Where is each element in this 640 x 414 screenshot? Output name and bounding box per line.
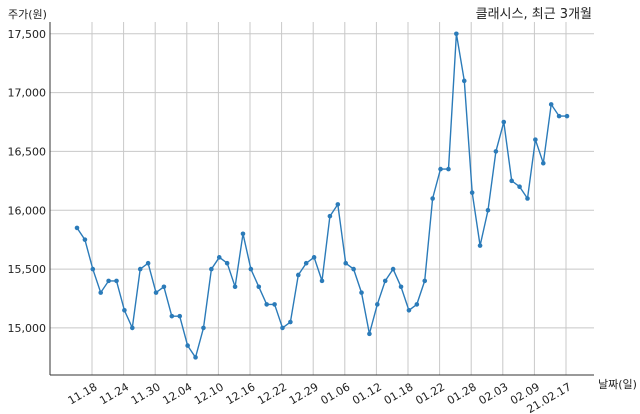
data-point: [74, 225, 80, 231]
data-point: [106, 278, 111, 284]
data-point: [224, 260, 230, 266]
data-point: [556, 113, 562, 119]
x-tick-label: 12.10: [192, 380, 226, 407]
data-point: [454, 31, 459, 37]
data-point: [343, 260, 349, 266]
data-point: [414, 302, 420, 307]
data-point: [161, 284, 167, 290]
x-tick-label: 01.28: [445, 380, 479, 407]
y-tick-label: 16,500: [8, 145, 47, 158]
data-point: [169, 313, 175, 319]
data-point: [209, 266, 214, 272]
y-tick-label: 16,000: [8, 204, 47, 217]
x-tick-label: 12.04: [161, 380, 195, 407]
data-point: [477, 243, 483, 248]
series-line: [76, 33, 567, 360]
x-tick-label: 01.22: [413, 380, 447, 407]
data-point: [422, 278, 428, 284]
data-point: [335, 202, 341, 207]
y-axis-label: 주가(원): [8, 8, 47, 21]
data-point: [548, 102, 554, 107]
data-point: [501, 119, 507, 125]
x-tick-label: 01.18: [382, 380, 416, 407]
data-point: [509, 178, 514, 184]
data-point: [303, 260, 309, 266]
data-point: [137, 266, 143, 272]
data-point: [232, 284, 238, 290]
y-tick-label: 17,500: [8, 28, 47, 41]
data-point: [201, 325, 206, 331]
data-point: [564, 113, 570, 119]
data-point: [295, 272, 301, 278]
x-tick-label: 12.22: [255, 380, 289, 407]
data-point: [382, 278, 388, 284]
x-tick-label: 11.30: [129, 380, 163, 407]
gridlines: [50, 22, 594, 375]
data-point: [398, 284, 404, 290]
data-point: [406, 307, 412, 313]
data-point: [469, 190, 475, 195]
x-tick-labels: 11.1811.2411.3012.0412.1012.1612.2212.29…: [66, 380, 574, 414]
data-point: [193, 355, 198, 360]
data-point: [264, 302, 269, 307]
data-point: [540, 160, 546, 166]
data-point: [375, 302, 380, 307]
data-point: [525, 196, 530, 201]
data-point: [256, 284, 262, 290]
x-tick-label: 01.12: [350, 380, 384, 407]
x-tick-label: 11.24: [97, 380, 131, 407]
x-tick-label: 02.03: [477, 380, 511, 407]
x-tick-label: 12.29: [287, 380, 321, 407]
data-point: [461, 78, 467, 84]
data-point: [216, 255, 222, 260]
data-point: [98, 290, 104, 295]
data-point: [351, 266, 356, 272]
data-point: [533, 137, 538, 142]
data-point: [446, 166, 451, 172]
data-point: [272, 302, 277, 307]
data-point: [367, 331, 372, 337]
data-point: [114, 278, 119, 284]
data-point: [185, 343, 190, 348]
y-tick-label: 15,500: [8, 263, 47, 276]
data-point: [359, 290, 364, 295]
data-point: [280, 325, 285, 331]
price-series: [74, 31, 570, 360]
data-point: [517, 184, 522, 190]
chart-title: 클래시스, 최근 3개월: [476, 7, 592, 22]
x-tick-label: 01.06: [319, 380, 353, 407]
x-axis-label: 날짜(일): [598, 377, 637, 391]
data-point: [90, 266, 96, 272]
data-point: [390, 266, 396, 272]
data-point: [438, 166, 443, 172]
data-point: [430, 196, 435, 201]
data-point: [485, 207, 491, 213]
data-point: [493, 149, 499, 154]
y-tick-label: 17,000: [8, 87, 47, 100]
data-point: [288, 319, 293, 325]
x-tick-label: 12.16: [224, 380, 258, 407]
data-point: [145, 260, 151, 266]
data-point: [130, 325, 135, 331]
data-point: [177, 313, 183, 319]
data-point: [82, 237, 88, 242]
data-point: [319, 278, 325, 284]
data-point: [153, 290, 159, 295]
x-tick-label: 11.18: [66, 380, 100, 407]
y-tick-labels: 15,000 15,500 16,000 16,500 17,000 17,500: [8, 28, 47, 335]
y-tick-label: 15,000: [8, 322, 47, 335]
data-point: [240, 231, 246, 237]
data-point: [248, 266, 254, 272]
axes: [49, 22, 594, 376]
data-point: [122, 307, 127, 313]
data-point: [327, 213, 333, 219]
data-point: [311, 255, 317, 260]
